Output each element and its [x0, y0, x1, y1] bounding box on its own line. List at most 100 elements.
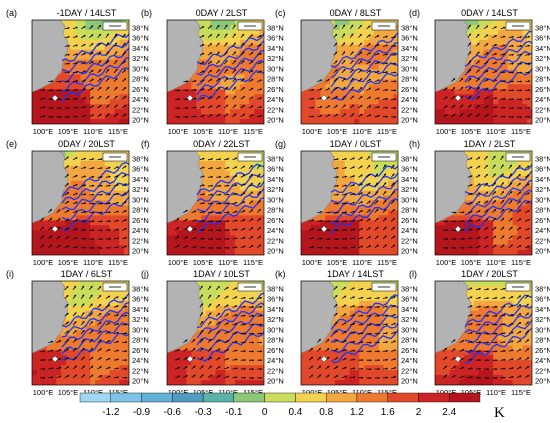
temperature-cell [344, 155, 351, 162]
temperature-cell [349, 69, 355, 76]
temperature-cell [220, 119, 226, 124]
wind-arrowhead [219, 246, 222, 250]
temperature-cell [176, 84, 183, 90]
temperature-cell [249, 114, 255, 120]
wind-arrowhead [351, 60, 354, 63]
wind-vector [232, 193, 238, 196]
temperature-cell [498, 59, 504, 66]
temperature-cell [334, 94, 341, 100]
temperature-cell [507, 109, 514, 115]
temperature-cell [99, 250, 106, 255]
temperature-cell [339, 29, 346, 36]
temperature-cell [512, 79, 519, 85]
temperature-cell [95, 84, 101, 90]
temperature-cell [359, 245, 365, 251]
wind-vector [257, 115, 262, 118]
wind-vector [39, 226, 44, 231]
wind-arrowhead [75, 71, 79, 74]
temperature-cell [90, 29, 96, 36]
temperature-cell [468, 109, 475, 115]
temperature-cell [230, 185, 236, 192]
temperature-cell [220, 69, 226, 76]
temperature-cell [464, 114, 470, 120]
temperature-cell [167, 109, 173, 115]
wind-vector [224, 60, 228, 65]
temperature-cell [507, 230, 514, 236]
temperature-cell [200, 160, 207, 167]
wind-arrowhead [227, 246, 230, 249]
temperature-cell [359, 175, 365, 182]
temperature-cell [46, 119, 52, 124]
panel-letter: (a) [6, 8, 17, 18]
temperature-cell [124, 89, 129, 95]
temperature-cell [186, 104, 192, 110]
temperature-cell [230, 220, 236, 226]
wind-arrowhead [528, 89, 531, 92]
wind-arrowhead [42, 88, 46, 91]
temperature-cell [75, 84, 82, 90]
temperature-cell [230, 210, 236, 216]
wind-arrowhead [259, 61, 263, 64]
wind-arrowhead [75, 166, 78, 169]
temperature-cell [334, 119, 341, 124]
wind-arrowhead [393, 235, 396, 238]
temperature-cell [344, 235, 351, 241]
temperature-cell [215, 24, 221, 31]
wind-arrowhead [99, 51, 102, 54]
temperature-cell [109, 205, 116, 212]
temperature-cell [70, 175, 77, 182]
lon-tick-label: 115°E [511, 127, 531, 136]
temperature-cell [205, 180, 212, 187]
wind-arrowhead [202, 202, 205, 205]
wind-arrowhead [115, 95, 118, 98]
wind-arrowhead [343, 51, 346, 54]
wind-vector [72, 71, 78, 74]
temperature-cell [444, 225, 451, 231]
temperature-cell [215, 99, 221, 105]
temperature-cell [368, 230, 375, 236]
temperature-cell [119, 220, 125, 226]
temperature-cell [378, 195, 385, 202]
wind-arrowhead [99, 78, 102, 81]
temperature-cell [478, 29, 485, 36]
wind-vector [309, 246, 314, 249]
temperature-cell [119, 250, 125, 255]
temperature-cell [196, 119, 202, 124]
temperature-cell [305, 99, 312, 105]
temperature-cell [339, 99, 346, 105]
temperature-cell [522, 89, 528, 95]
temperature-cell [522, 250, 528, 255]
temperature-cell [119, 94, 125, 100]
wind-arrowhead [123, 33, 126, 36]
temperature-cell [186, 99, 192, 105]
wind-arrowhead [202, 106, 205, 109]
wind-arrowhead [445, 114, 448, 117]
lat-tick-label: 30°N [535, 64, 550, 73]
temperature-cell [32, 114, 38, 120]
temperature-cell [249, 109, 255, 115]
temperature-cell [196, 205, 202, 212]
wind-arrowhead [100, 202, 103, 205]
wind-vector [105, 211, 111, 213]
temperature-cell [498, 240, 504, 246]
temperature-cell [99, 185, 106, 192]
wind-arrowhead [243, 227, 246, 230]
wind-arrowhead [75, 44, 78, 47]
temperature-cell [320, 240, 326, 246]
wind-arrowhead [67, 218, 70, 221]
wind-arrowhead [42, 97, 46, 100]
temperature-cell [493, 225, 499, 231]
wind-vector [374, 79, 380, 82]
temperature-cell [502, 210, 509, 216]
temperature-cell [41, 215, 48, 221]
wind-vector [207, 78, 213, 82]
wind-vector [358, 236, 363, 240]
temperature-cell [359, 195, 365, 202]
wind-vector [113, 33, 118, 38]
temperature-cell [95, 200, 101, 207]
temperature-cell [220, 170, 226, 177]
wind-arrowhead [343, 77, 346, 80]
temperature-cell [167, 250, 173, 255]
wind-vector [350, 202, 355, 205]
temperature-cell [383, 200, 389, 207]
